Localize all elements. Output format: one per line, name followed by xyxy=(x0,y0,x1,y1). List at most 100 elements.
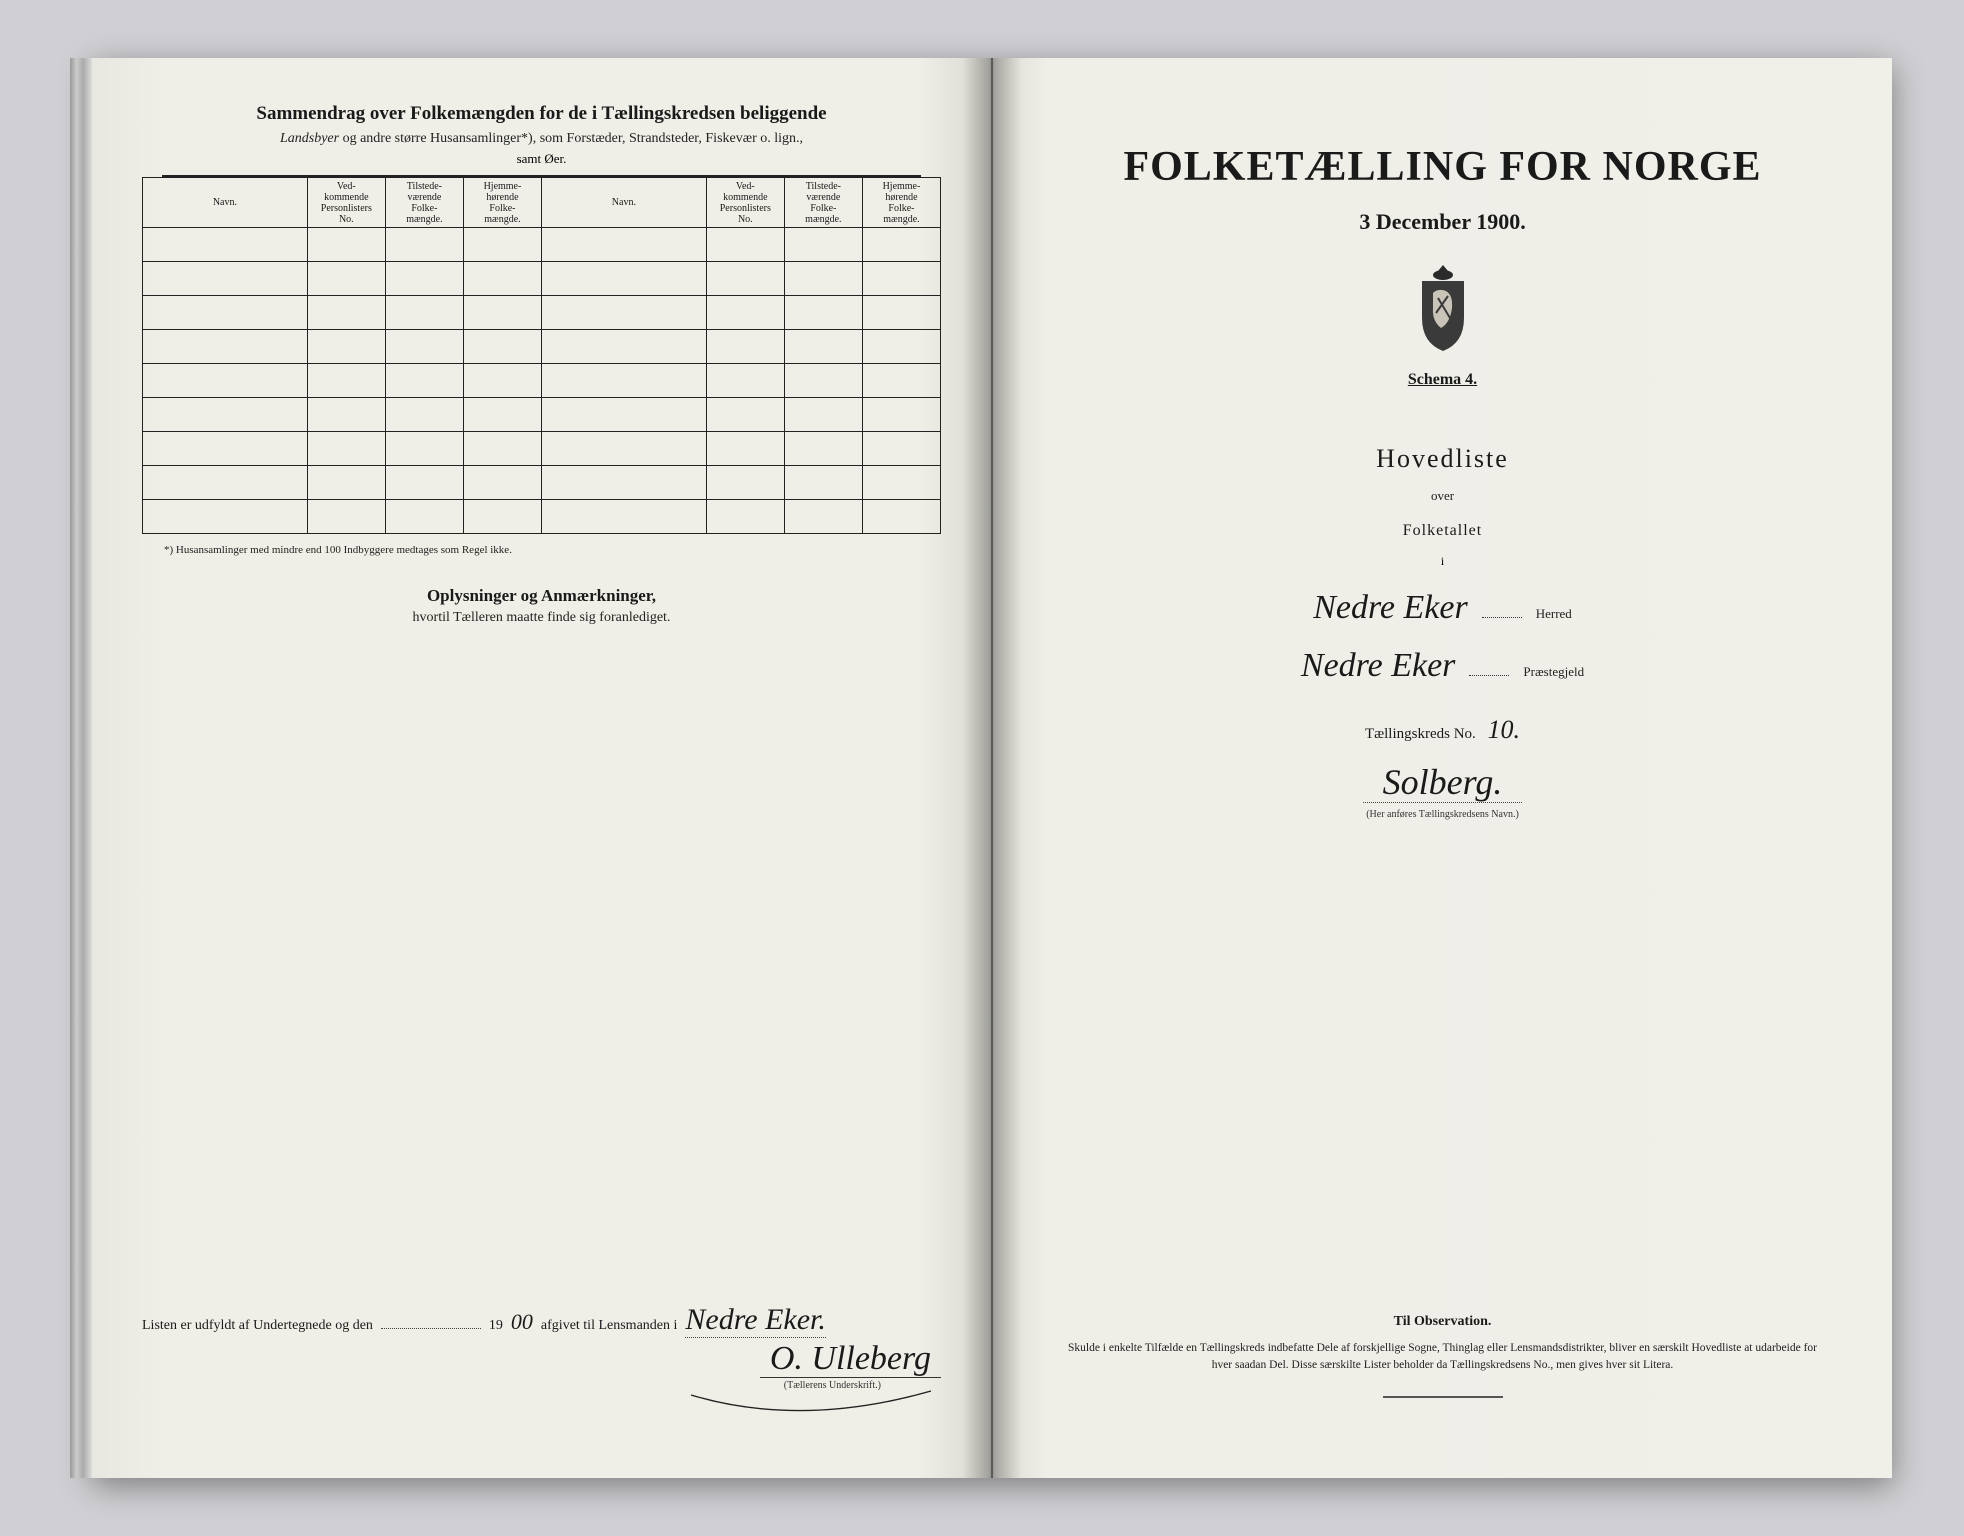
table-cell xyxy=(862,432,940,466)
table-row xyxy=(143,432,941,466)
table-cell xyxy=(862,466,940,500)
table-row xyxy=(143,466,941,500)
table-cell xyxy=(143,228,308,262)
table-cell xyxy=(706,330,784,364)
table-cell xyxy=(143,296,308,330)
left-subtitle-italic: Landsbyer xyxy=(280,131,339,146)
table-cell xyxy=(307,262,385,296)
table-cell xyxy=(862,364,940,398)
coat-of-arms-icon xyxy=(1408,263,1478,353)
listen-blank-1 xyxy=(381,1328,481,1329)
table-cell xyxy=(541,432,706,466)
kreds-name-line: Solberg. xyxy=(1043,761,1842,803)
kreds-no-hand: 10. xyxy=(1488,715,1521,744)
left-page: Sammendrag over Folkemængden for de i Tæ… xyxy=(92,58,993,1478)
table-cell xyxy=(143,398,308,432)
oplys-header: Oplysninger og Anmærkninger, xyxy=(142,586,941,606)
oplys-sub: hvortil Tælleren maatte finde sig foranl… xyxy=(142,610,941,626)
table-cell xyxy=(307,398,385,432)
table-cell xyxy=(706,466,784,500)
table-row xyxy=(143,398,941,432)
table-row xyxy=(143,228,941,262)
page-stack-edge xyxy=(70,58,92,1478)
table-cell xyxy=(784,330,862,364)
table-cell xyxy=(463,296,541,330)
table-cell xyxy=(541,398,706,432)
table-cell xyxy=(862,398,940,432)
left-title: Sammendrag over Folkemængden for de i Tæ… xyxy=(142,103,941,125)
praeste-line: Nedre Eker Præstegjeld xyxy=(1043,647,1842,685)
table-cell xyxy=(385,296,463,330)
right-page: FOLKETÆLLING FOR NORGE 3 December 1900. … xyxy=(993,58,1892,1478)
table-header-cell: Hjemme-hørendeFolke-mængde. xyxy=(862,178,940,228)
table-cell xyxy=(862,262,940,296)
signature-hand: O. Ulleberg xyxy=(760,1340,941,1378)
herred-label: Herred xyxy=(1536,606,1572,622)
table-row xyxy=(143,296,941,330)
listen-mid: afgivet til Lensmanden i xyxy=(541,1318,677,1334)
table-cell xyxy=(385,364,463,398)
table-cell xyxy=(706,500,784,534)
observation-rule xyxy=(1383,1396,1503,1398)
table-header-cell: Ved-kommendePersonlistersNo. xyxy=(706,178,784,228)
table-cell xyxy=(862,296,940,330)
table-cell xyxy=(463,500,541,534)
table-cell xyxy=(463,466,541,500)
table-cell xyxy=(307,228,385,262)
table-cell xyxy=(463,262,541,296)
table-cell xyxy=(463,228,541,262)
table-cell xyxy=(385,432,463,466)
table-cell xyxy=(862,228,940,262)
table-cell xyxy=(385,398,463,432)
table-cell xyxy=(143,466,308,500)
listen-line: Listen er udfyldt af Undertegnede og den… xyxy=(142,1303,941,1338)
listen-year-print: 19 xyxy=(489,1318,503,1334)
census-date: 3 December 1900. xyxy=(1043,209,1842,235)
table-cell xyxy=(541,262,706,296)
observation-text: Skulde i enkelte Tilfælde en Tællingskre… xyxy=(1063,1340,1822,1375)
i-text: i xyxy=(1043,554,1842,569)
listen-year-hand: 00 xyxy=(511,1309,533,1335)
table-cell xyxy=(784,466,862,500)
herred-dots xyxy=(1482,617,1522,618)
table-cell xyxy=(706,262,784,296)
table-cell xyxy=(307,500,385,534)
census-title: FOLKETÆLLING FOR NORGE xyxy=(1043,143,1842,191)
table-cell xyxy=(143,262,308,296)
table-cell xyxy=(706,398,784,432)
table-cell xyxy=(463,330,541,364)
table-cell xyxy=(784,398,862,432)
observation-title: Til Observation. xyxy=(1063,1314,1822,1330)
table-cell xyxy=(706,432,784,466)
kreds-caption: (Her anføres Tællingskredsens Navn.) xyxy=(1043,809,1842,820)
table-cell xyxy=(706,296,784,330)
table-cell xyxy=(143,432,308,466)
folketallet-text: Folketallet xyxy=(1043,522,1842,540)
table-header-cell: Navn. xyxy=(143,178,308,228)
bottom-signature-block: Listen er udfyldt af Undertegnede og den… xyxy=(142,1303,941,1423)
table-cell xyxy=(541,330,706,364)
table-cell xyxy=(307,296,385,330)
table-cell xyxy=(784,262,862,296)
praeste-label: Præstegjeld xyxy=(1523,664,1584,680)
table-cell xyxy=(307,364,385,398)
table-cell xyxy=(706,228,784,262)
table-header-cell: Navn. xyxy=(541,178,706,228)
left-samt: samt Øer. xyxy=(142,151,941,167)
table-row xyxy=(143,364,941,398)
summary-table: Navn.Ved-kommendePersonlistersNo.Tilsted… xyxy=(142,177,941,534)
table-cell xyxy=(463,364,541,398)
table-cell xyxy=(706,364,784,398)
table-header-cell: Ved-kommendePersonlistersNo. xyxy=(307,178,385,228)
table-cell xyxy=(143,500,308,534)
schema-label: Schema 4. xyxy=(1043,371,1842,389)
table-cell xyxy=(307,330,385,364)
open-book: Sammendrag over Folkemængden for de i Tæ… xyxy=(92,58,1892,1478)
table-header-cell: Hjemme-hørendeFolke-mængde. xyxy=(463,178,541,228)
table-cell xyxy=(784,364,862,398)
herred-line: Nedre Eker Herred xyxy=(1043,589,1842,627)
desk-surface: Sammendrag over Folkemængden for de i Tæ… xyxy=(0,0,1964,1536)
table-cell xyxy=(784,500,862,534)
listen-place-hand: Nedre Eker. xyxy=(685,1303,826,1338)
signature-line: O. Ulleberg xyxy=(142,1340,941,1378)
